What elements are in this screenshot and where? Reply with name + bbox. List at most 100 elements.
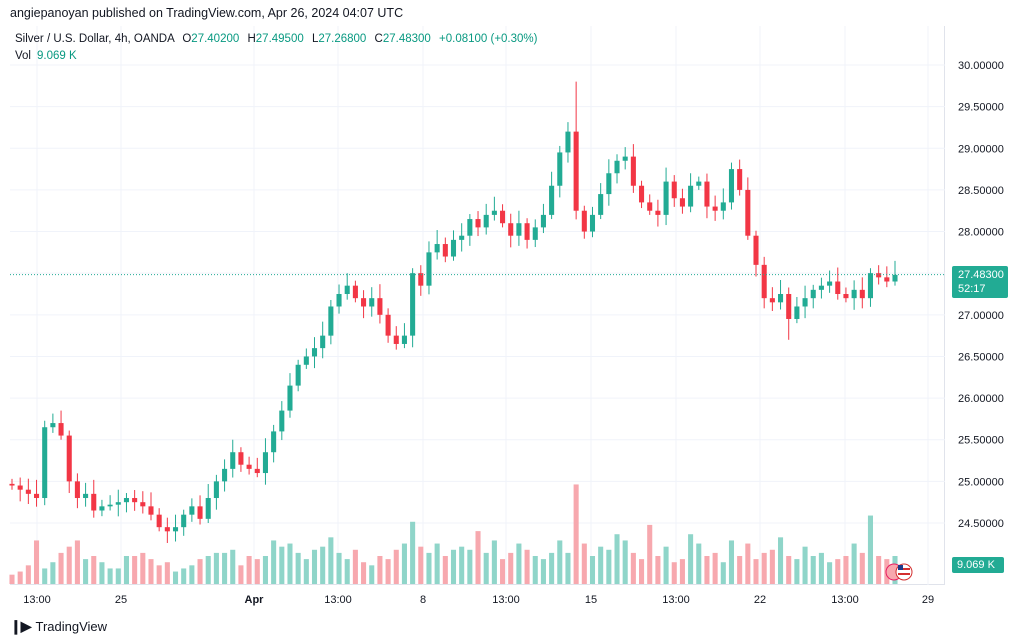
brand-name[interactable]: TradingView [35,619,108,634]
candle-body [426,252,432,286]
candle-body [606,173,612,195]
volume-bar [303,559,309,584]
candle-body [66,435,72,482]
candle-body [328,306,334,336]
volume-bar [810,556,816,584]
volume-bar [271,540,277,584]
candle-body [704,181,710,207]
volume-bar [639,559,645,584]
candle-body [753,235,759,265]
last-price-tag: 27.48300 52:17 [952,266,1008,298]
candle-body [352,285,358,299]
candle-body [549,185,555,215]
candle-body [99,506,105,511]
volume-bar [647,524,653,584]
volume-bar [540,559,546,584]
candle-body [107,504,113,507]
volume-bar [295,552,301,584]
volume-bars [9,484,898,584]
usd-stripe-2 [898,573,910,575]
candle-body [524,223,530,240]
candle-body [311,348,318,357]
volume-bar [140,552,146,584]
candle-body [393,335,399,344]
candle-body [303,356,309,365]
volume-bar [475,531,481,584]
volume-bar [328,537,334,584]
volume-bar [123,556,129,584]
x-tick-label: 22 [754,594,766,606]
candle-body [589,214,596,232]
change-value: +0.08100 (+0.30%) [439,33,538,45]
candle-body [827,281,833,286]
candle-body [688,185,694,207]
candle-body [802,298,808,307]
footer: ❙▶ TradingView [10,618,107,635]
candle-body [164,527,170,532]
volume-bar [786,556,792,584]
candle-body [459,235,465,240]
candle-body [58,423,64,436]
volume-bar [418,546,424,584]
volume-bar [344,559,350,584]
candle-body [320,335,326,349]
volume-bar [704,556,710,584]
candle-body [385,314,391,336]
candle-body [859,289,865,299]
candle-body [222,468,228,482]
open-label: O [182,33,192,45]
volume-bar [401,543,407,584]
volume-bar [99,562,105,584]
candle-body [287,385,293,411]
candle-body [786,294,792,319]
volume-bar [33,540,40,584]
volume-bar [115,568,121,584]
candle-body [810,289,816,299]
vol-value: 9.069 K [37,50,77,62]
candle-body [189,506,195,515]
volume-bar [516,543,522,584]
low-label: L [311,33,319,45]
volume-bar [565,552,571,584]
volume-bar [679,559,685,584]
volume-bar [712,552,718,584]
chart-area[interactable] [10,26,945,585]
volume-bar [164,562,170,584]
volume-bar [311,549,318,584]
countdown: 52:17 [958,283,986,295]
candle-body [671,181,677,199]
symbol-name[interactable]: Silver / U.S. Dollar, 4h, OANDA [15,33,175,45]
volume-bar [851,543,857,584]
volume-bar [728,540,735,584]
volume-bar [491,540,497,584]
usd-stripe-1 [898,568,910,570]
y-tick-label: 27.00000 [958,310,1004,322]
volume-bar [606,549,612,584]
volume-bar [369,565,375,584]
candle-body [344,285,350,294]
candle-body [696,181,702,186]
x-tick-label: Apr [245,594,265,606]
usd-canton [898,565,903,570]
price-tag-value: 27.48300 [958,269,1004,281]
candle-body [205,498,211,519]
candle-body [9,483,15,486]
high-label: H [247,33,256,45]
candle-body [622,156,628,161]
candle-body [197,506,203,519]
tradingview-logo-icon[interactable]: ❙▶ [10,618,31,634]
volume-bar [279,546,285,584]
ohlc-legend: Silver / U.S. Dollar, 4h, OANDA O27.4020… [15,33,537,45]
x-tick-label: 13:00 [492,594,520,606]
candle-body [132,498,138,503]
volume-bar [410,521,416,584]
volume-legend: Vol 9.069 K [15,50,77,62]
candle-body [639,185,645,203]
volume-bar [581,543,587,584]
candle-body [516,223,522,236]
volume-bar [442,556,448,584]
candle-body [434,244,440,253]
candle-body [573,131,579,211]
candle-body [540,214,546,228]
